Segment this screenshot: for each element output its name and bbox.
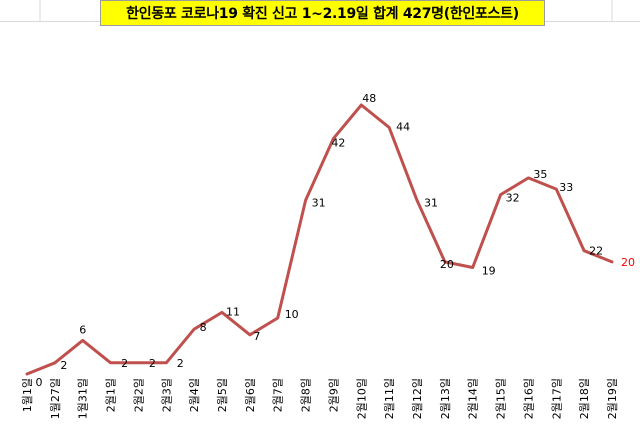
data-label: 11 xyxy=(226,305,240,318)
data-label: 31 xyxy=(312,196,326,209)
x-tick-label: 2월17일 xyxy=(549,378,563,419)
data-label: 0 xyxy=(36,376,43,389)
data-label: 2 xyxy=(60,359,67,372)
x-tick-label: 2월1일 xyxy=(104,378,118,412)
data-label: 20 xyxy=(440,258,454,271)
x-tick-label: 2월19일 xyxy=(605,378,619,419)
chart-title: 한인동포 코로나19 확진 신고 1~2.19일 합계 427명(한인포스트) xyxy=(126,6,519,22)
x-tick-label: 2월15일 xyxy=(494,378,508,419)
data-label: 19 xyxy=(482,265,496,278)
data-label: 8 xyxy=(200,321,207,334)
x-tick-label: 2월6일 xyxy=(243,378,257,412)
x-tick-label: 2월10일 xyxy=(354,378,368,419)
data-label: 2 xyxy=(121,357,128,370)
data-label: 42 xyxy=(331,137,345,150)
x-tick-label: 1월27일 xyxy=(48,378,62,419)
data-label: 22 xyxy=(589,245,603,258)
data-label: 31 xyxy=(424,196,438,209)
data-label: 6 xyxy=(79,323,86,336)
data-label: 32 xyxy=(506,192,520,205)
x-tick-label: 2월2일 xyxy=(131,378,145,412)
x-tick-label: 2월8일 xyxy=(299,378,313,412)
data-label: 44 xyxy=(396,120,410,133)
x-tick-label: 2월18일 xyxy=(577,378,591,419)
data-label: 33 xyxy=(559,181,573,194)
data-label: 20 xyxy=(621,256,635,269)
x-tick-label: 2월12일 xyxy=(410,378,424,419)
x-tick-label: 2월4일 xyxy=(187,378,201,412)
x-tick-label: 1월1일 xyxy=(20,378,34,412)
data-label: 35 xyxy=(533,168,547,181)
data-label: 10 xyxy=(285,308,299,321)
x-tick-label: 2월9일 xyxy=(326,378,340,412)
x-tick-label: 2월5일 xyxy=(215,378,229,412)
x-tick-label: 2월13일 xyxy=(438,378,452,419)
chart-title-box: 한인동포 코로나19 확진 신고 1~2.19일 합계 427명(한인포스트) xyxy=(100,0,545,26)
x-tick-label: 2월3일 xyxy=(159,378,173,412)
series-line xyxy=(25,103,614,376)
data-label: 48 xyxy=(362,92,376,105)
x-tick-label: 2월14일 xyxy=(466,378,480,419)
data-label: 7 xyxy=(253,330,260,343)
x-tick-label: 2월11일 xyxy=(382,378,396,419)
x-tick-label: 2월7일 xyxy=(271,378,285,412)
x-tick-label: 2월16일 xyxy=(521,378,535,419)
data-label: 2 xyxy=(149,357,156,370)
x-tick-label: 1월31일 xyxy=(76,378,90,419)
data-label: 2 xyxy=(177,357,184,370)
